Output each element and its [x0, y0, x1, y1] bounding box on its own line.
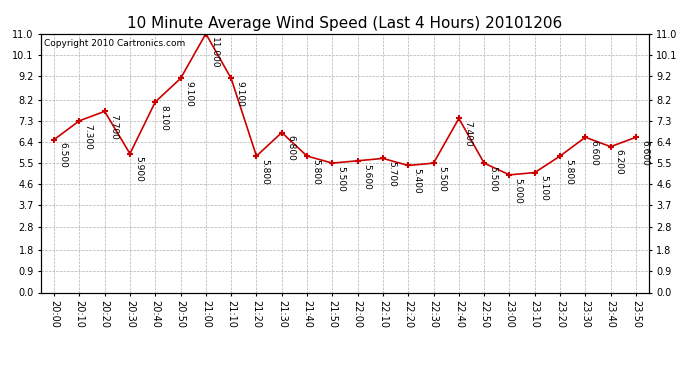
Text: 5.800: 5.800	[564, 159, 573, 185]
Text: 7.300: 7.300	[83, 123, 92, 149]
Text: 6.600: 6.600	[589, 140, 598, 166]
Text: 6.200: 6.200	[615, 149, 624, 175]
Text: 5.800: 5.800	[261, 159, 270, 185]
Text: 6.600: 6.600	[640, 140, 649, 166]
Text: 5.500: 5.500	[337, 166, 346, 192]
Text: 5.900: 5.900	[134, 156, 143, 182]
Text: 6.800: 6.800	[286, 135, 295, 161]
Text: 9.100: 9.100	[185, 81, 194, 107]
Text: 8.100: 8.100	[159, 105, 168, 130]
Text: 5.500: 5.500	[489, 166, 497, 192]
Text: 7.400: 7.400	[463, 121, 472, 147]
Text: 5.100: 5.100	[539, 175, 548, 201]
Text: 5.600: 5.600	[362, 164, 371, 189]
Text: 11.000: 11.000	[210, 36, 219, 68]
Text: 5.000: 5.000	[513, 178, 522, 204]
Text: 5.700: 5.700	[387, 161, 396, 187]
Text: 7.700: 7.700	[109, 114, 118, 140]
Text: 5.500: 5.500	[437, 166, 446, 192]
Title: 10 Minute Average Wind Speed (Last 4 Hours) 20101206: 10 Minute Average Wind Speed (Last 4 Hou…	[128, 16, 562, 31]
Text: 5.800: 5.800	[311, 159, 320, 185]
Text: Copyright 2010 Cartronics.com: Copyright 2010 Cartronics.com	[44, 39, 186, 48]
Text: 9.100: 9.100	[235, 81, 244, 107]
Text: 6.500: 6.500	[58, 142, 67, 168]
Text: 5.400: 5.400	[413, 168, 422, 194]
